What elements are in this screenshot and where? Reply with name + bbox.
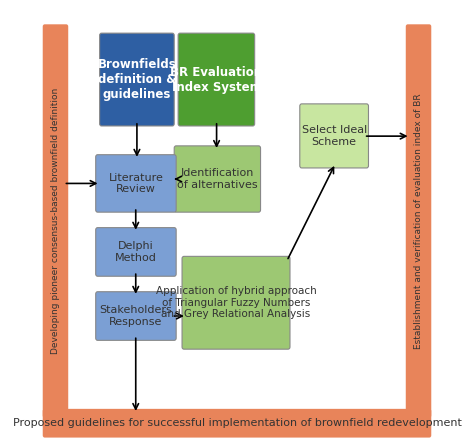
- Text: Delphi
Method: Delphi Method: [115, 241, 157, 263]
- Text: Select Ideal
Scheme: Select Ideal Scheme: [301, 125, 367, 147]
- Text: Identification
of alternatives: Identification of alternatives: [177, 168, 258, 190]
- FancyBboxPatch shape: [43, 24, 68, 418]
- Text: BR Evaluation
Index System: BR Evaluation Index System: [170, 65, 263, 94]
- FancyBboxPatch shape: [96, 155, 176, 212]
- FancyBboxPatch shape: [300, 104, 368, 168]
- Text: Brownfields
definition &
guidelines: Brownfields definition & guidelines: [98, 58, 176, 101]
- FancyBboxPatch shape: [100, 33, 174, 126]
- Text: Establishment and verification of evaluation index of BR: Establishment and verification of evalua…: [414, 93, 423, 349]
- FancyBboxPatch shape: [96, 292, 176, 340]
- FancyBboxPatch shape: [174, 146, 261, 212]
- Text: Literature
Review: Literature Review: [109, 173, 164, 194]
- Text: Developing pioneer consensus-based brownfield definition: Developing pioneer consensus-based brown…: [51, 88, 60, 354]
- FancyBboxPatch shape: [43, 409, 431, 438]
- FancyBboxPatch shape: [406, 24, 431, 418]
- FancyBboxPatch shape: [96, 228, 176, 276]
- Text: Proposed guidelines for successful implementation of brownfield redevelopment: Proposed guidelines for successful imple…: [13, 418, 461, 428]
- FancyBboxPatch shape: [182, 256, 290, 349]
- Text: Stakeholders
Response: Stakeholders Response: [100, 305, 173, 327]
- Text: Application of hybrid approach
of Triangular Fuzzy Numbers
and Grey Relational A: Application of hybrid approach of Triang…: [155, 286, 316, 320]
- FancyBboxPatch shape: [178, 33, 255, 126]
